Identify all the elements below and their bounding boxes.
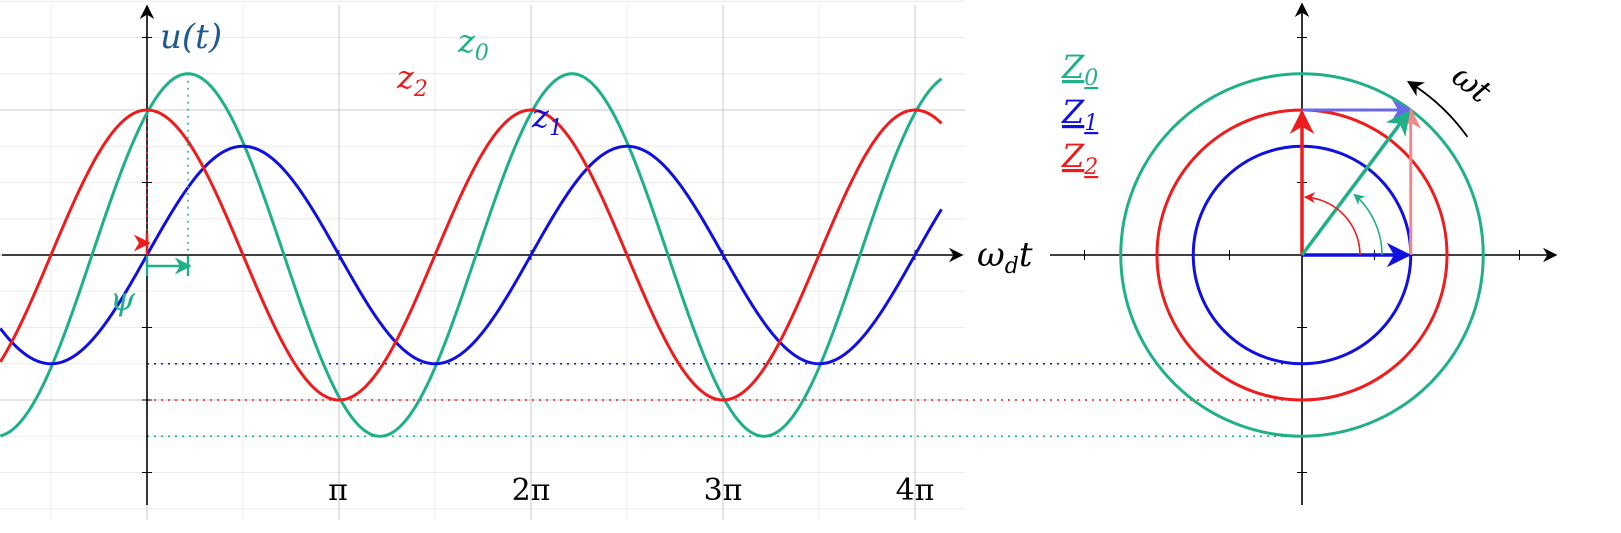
phasor-plot <box>1119 72 1485 438</box>
curve-z2 <box>0 108 943 402</box>
curve-label-z0: z0 <box>457 22 489 66</box>
phasor-label-z1: Z1 <box>1061 93 1098 136</box>
major-grid <box>0 5 965 520</box>
x-axis-label: ωdt <box>977 235 1033 279</box>
angle-arc-z2 <box>1303 191 1361 256</box>
curve-label-z2: z2 <box>396 58 428 102</box>
rotation-arc <box>1406 80 1469 138</box>
y-axis-label: u(t) <box>160 17 222 57</box>
labels: u(t) ωdt ψ ωt z0 z1 z2 Z0 Z1 Z2 π 2π 3π … <box>110 17 1499 508</box>
sine-curves <box>0 72 943 438</box>
tick-label-2pi: 2π <box>512 473 551 508</box>
curve-z0 <box>0 72 943 438</box>
curve-z1 <box>0 144 943 366</box>
phasor-label-z2: Z2 <box>1061 137 1098 180</box>
phasor-circle-z0 <box>1119 72 1485 438</box>
tick-label-3pi: 3π <box>704 473 743 508</box>
tick-label-4pi: 4π <box>896 473 935 508</box>
phasor-arrow-z0 <box>1300 110 1411 257</box>
curve-label-z1: z1 <box>531 97 563 141</box>
angle-arc-z0 <box>1353 193 1383 256</box>
psi-label: ψ <box>110 280 136 318</box>
phasor-label-z0: Z0 <box>1061 48 1098 91</box>
tick-label-pi: π <box>328 473 348 508</box>
omega-t-label: ωt <box>1445 57 1499 111</box>
